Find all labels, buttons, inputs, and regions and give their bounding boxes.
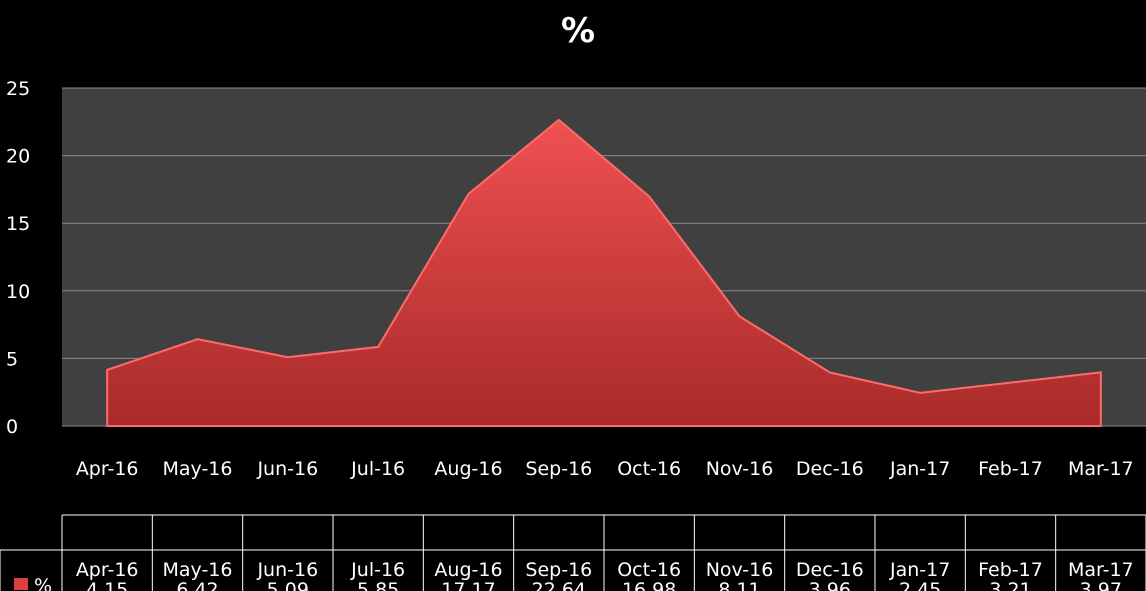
y-tick-label: 10 [6,281,30,303]
x-tick-label: Apr-16 [76,458,139,480]
x-tick-label: Dec-16 [796,458,864,480]
y-tick-label: 25 [6,78,30,100]
y-tick-label: 5 [6,348,18,370]
y-tick-label: 0 [6,416,18,438]
table-header: Aug-16 [434,559,502,581]
x-tick-label: Mar-17 [1068,458,1134,480]
table-value: 3.21 [989,579,1031,591]
table-value: 22.64 [532,579,586,591]
x-tick-label: Sep-16 [525,458,592,480]
table-header: Jun-16 [256,559,318,581]
table-value: 17.17 [441,579,495,591]
legend-label: % [34,575,52,591]
table-header: Dec-16 [796,559,864,581]
table-header: Feb-17 [978,559,1043,581]
table-value: 6.42 [176,579,218,591]
x-tick-label: May-16 [163,458,233,480]
x-tick-label: Feb-17 [978,458,1043,480]
x-tick-label: Jan-17 [889,458,950,480]
table-header: Oct-16 [617,559,681,581]
chart-title: % [561,11,595,51]
y-tick-label: 15 [6,213,30,235]
table-value: 8.11 [718,579,760,591]
y-tick-label: 20 [6,146,30,168]
table-header: Apr-16 [76,559,139,581]
x-tick-label: Nov-16 [706,458,774,480]
table-header: Jan-17 [889,559,950,581]
x-tick-label: Oct-16 [617,458,681,480]
table-value: 2.45 [899,579,941,591]
table-value: 3.96 [809,579,851,591]
legend-key [14,578,28,590]
table-header: Nov-16 [706,559,774,581]
table-value: 5.85 [357,579,399,591]
table-value: 16.98 [622,579,676,591]
table-value: 3.97 [1080,579,1122,591]
x-tick-label: Aug-16 [434,458,502,480]
x-tick-label: Jul-16 [350,458,405,480]
table-header: Jul-16 [350,559,405,581]
table-header: Sep-16 [525,559,592,581]
area [106,118,1102,427]
table-value: 4.15 [86,579,128,591]
x-tick-label: Jun-16 [256,458,318,480]
table-value: 5.09 [267,579,309,591]
table-header: Mar-17 [1068,559,1134,581]
table-header: May-16 [163,559,233,581]
